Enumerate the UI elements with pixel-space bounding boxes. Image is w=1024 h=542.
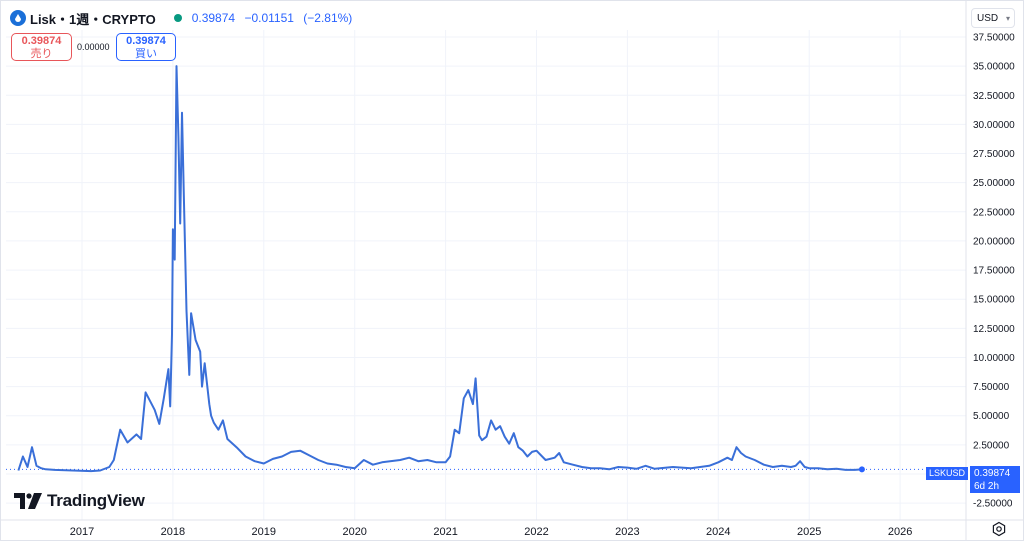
symbol-price-badge: LSKUSD — [926, 467, 968, 480]
tradingview-logo-icon — [14, 493, 42, 509]
sell-price: 0.39874 — [21, 35, 62, 47]
bar-countdown: 6d 2h — [974, 481, 1000, 492]
price-change: −0.01151 — [244, 11, 294, 25]
buy-label: 買い — [135, 48, 157, 60]
y-tick-label: 22.50000 — [973, 207, 1015, 218]
x-tick-label: 2023 — [615, 526, 639, 538]
x-tick-label: 2025 — [797, 526, 821, 538]
symbol-header: Lisk・1週・CRYPTO 0.39874 −0.01151 (−2.81%) — [10, 8, 358, 28]
sell-label: 売り — [30, 48, 53, 60]
price-change-percent: (−2.81%) — [303, 11, 353, 25]
last-price-point — [858, 466, 865, 473]
y-tick-label: 2.50000 — [973, 440, 1010, 451]
lisk-logo-icon — [10, 10, 26, 26]
currency-label: USD — [977, 13, 999, 24]
price-series-line — [17, 65, 862, 473]
spread-value: 0.00000 — [77, 42, 110, 52]
y-tick-label: 30.00000 — [973, 120, 1015, 131]
x-tick-label: 2020 — [342, 526, 366, 538]
last-price-tag: 0.39874 6d 2h — [970, 466, 1020, 493]
sell-button[interactable]: 0.39874 売り — [11, 33, 72, 61]
x-tick-label: 2017 — [70, 526, 94, 538]
x-tick-label: 2018 — [161, 526, 185, 538]
y-tick-label: -2.50000 — [973, 499, 1013, 510]
y-tick-label: 25.00000 — [973, 178, 1015, 189]
chevron-down-icon: ▾ — [1005, 14, 1010, 23]
buy-button[interactable]: 0.39874 買い — [116, 33, 176, 61]
y-tick-label: 12.50000 — [973, 324, 1015, 335]
y-tick-label: 27.50000 — [973, 149, 1015, 160]
symbol-title[interactable]: Lisk・1週・CRYPTO — [30, 11, 156, 27]
y-tick-label: 15.00000 — [973, 295, 1015, 306]
y-tick-label: 5.00000 — [973, 411, 1010, 422]
x-tick-label: 2019 — [252, 526, 276, 538]
gear-icon[interactable] — [991, 521, 1007, 537]
price-tag-value: 0.39874 — [974, 468, 1011, 479]
y-tick-label: 7.50000 — [973, 382, 1010, 393]
brand-name: TradingView — [47, 491, 145, 510]
x-tick-label: 2026 — [888, 526, 912, 538]
x-tick-label: 2022 — [524, 526, 548, 538]
y-tick-label: 10.00000 — [973, 353, 1015, 364]
y-tick-label: 37.50000 — [973, 33, 1015, 44]
y-tick-label: 35.00000 — [973, 62, 1015, 73]
quote-values: 0.39874 −0.01151 (−2.81%) — [192, 11, 359, 25]
market-status-dot[interactable] — [173, 14, 182, 22]
last-price: 0.39874 — [191, 11, 236, 25]
buy-price: 0.39874 — [126, 35, 166, 47]
y-tick-label: 32.50000 — [973, 91, 1015, 102]
currency-select[interactable]: USD ▾ — [971, 8, 1015, 28]
tradingview-logo[interactable]: TradingView — [14, 491, 145, 511]
y-tick-label: 20.00000 — [973, 236, 1015, 247]
y-tick-label: 17.50000 — [973, 266, 1015, 277]
x-tick-label: 2024 — [706, 526, 730, 538]
x-tick-label: 2021 — [433, 526, 457, 538]
